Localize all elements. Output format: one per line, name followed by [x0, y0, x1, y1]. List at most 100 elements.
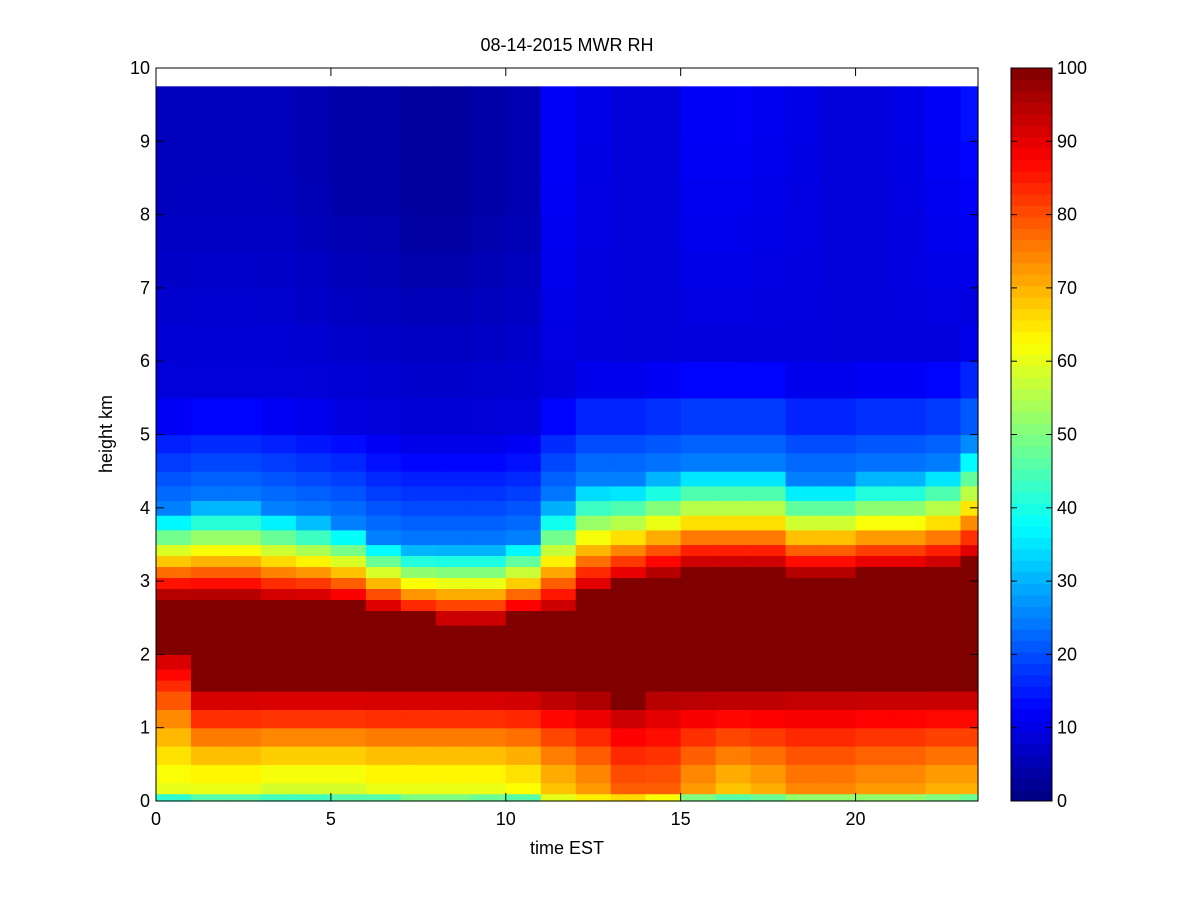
heatmap-cell: [925, 214, 962, 252]
heatmap-cell: [925, 515, 962, 531]
heatmap-cell: [785, 599, 822, 612]
heatmap-cell: [960, 588, 979, 601]
heatmap-cell: [855, 793, 892, 802]
heatmap-cell: [470, 746, 507, 765]
heatmap-cell: [575, 86, 612, 142]
heatmap-cell: [330, 566, 367, 579]
heatmap-cell: [156, 515, 192, 531]
heatmap-cell: [225, 361, 262, 399]
heatmap-cell: [156, 177, 192, 216]
heatmap-cell: [435, 639, 472, 655]
heatmap-cell: [855, 599, 892, 612]
heatmap-cell: [610, 588, 647, 601]
heatmap-cell: [680, 251, 717, 289]
heatmap-cell: [645, 529, 682, 546]
heatmap-cell: [540, 625, 577, 641]
heatmap-cell: [156, 709, 192, 729]
heatmap-cell: [156, 361, 192, 399]
heatmap-cell: [785, 86, 822, 142]
heatmap-cell: [156, 727, 192, 747]
heatmap-cell: [435, 566, 472, 579]
heatmap-cell: [435, 610, 472, 626]
heatmap-cell: [190, 324, 227, 362]
heatmap-cell: [260, 361, 297, 399]
heatmap-cell: [330, 86, 367, 142]
heatmap-cell: [190, 746, 227, 765]
heatmap-cell: [505, 746, 542, 765]
colorbar-tick-label: 80: [1057, 205, 1077, 225]
heatmap-cell: [540, 529, 577, 546]
heatmap-cell: [540, 566, 577, 579]
heatmap-cell: [680, 625, 717, 641]
heatmap-cell: [610, 251, 647, 289]
heatmap-cell: [610, 680, 647, 692]
colorbar-segment: [1011, 755, 1052, 768]
heatmap-cell: [505, 177, 542, 216]
heatmap-cell: [925, 566, 962, 579]
heatmap-cell: [295, 764, 332, 784]
heatmap-cell: [295, 588, 332, 601]
heatmap-cell: [715, 599, 752, 612]
heatmap-cell: [575, 793, 612, 802]
heatmap-cell: [435, 691, 472, 710]
heatmap-cell: [680, 764, 717, 784]
heatmap-cell: [260, 793, 297, 802]
heatmap-cell: [400, 691, 437, 710]
heatmap-cell: [470, 555, 507, 568]
heatmap-cell: [890, 764, 927, 784]
heatmap-cell: [260, 680, 297, 692]
heatmap-cell: [505, 625, 542, 641]
y-tick-label: 0: [140, 791, 150, 811]
heatmap-cell: [820, 691, 857, 710]
heatmap-cell: [785, 515, 822, 531]
heatmap-cell: [260, 625, 297, 641]
heatmap-cell: [750, 680, 787, 692]
heatmap-cell: [365, 566, 402, 579]
heatmap-cell: [575, 485, 612, 502]
heatmap-cell: [575, 397, 612, 436]
heatmap-cell: [505, 544, 542, 557]
heatmap-cell: [156, 691, 192, 710]
heatmap-cell: [575, 709, 612, 729]
heatmap-cell: [365, 669, 402, 681]
heatmap-cell: [295, 251, 332, 289]
heatmap-cell: [505, 485, 542, 502]
heatmap-cell: [575, 782, 612, 795]
heatmap-cell: [820, 434, 857, 454]
heatmap-cell: [960, 251, 979, 289]
colorbar-segment: [1011, 216, 1052, 229]
heatmap-cell: [225, 764, 262, 784]
heatmap-cell: [820, 577, 857, 590]
heatmap-cell: [575, 566, 612, 579]
heatmap-cell: [330, 544, 367, 557]
heatmap-cell: [260, 588, 297, 601]
heatmap-cell: [610, 669, 647, 681]
heatmap-cell: [156, 566, 192, 579]
heatmap-cell: [225, 434, 262, 454]
colorbar-segment: [1011, 503, 1052, 516]
heatmap-cell: [505, 782, 542, 795]
heatmap-cell: [715, 397, 752, 436]
heatmap-cell: [855, 610, 892, 626]
heatmap-cell: [890, 746, 927, 765]
heatmap-cell: [470, 529, 507, 546]
heatmap-cell: [925, 680, 962, 692]
heatmap-cell: [610, 709, 647, 729]
heatmap-cell: [400, 86, 437, 142]
heatmap-cell: [715, 654, 752, 670]
heatmap-cell: [645, 691, 682, 710]
heatmap-cell: [540, 782, 577, 795]
heatmap-cell: [820, 251, 857, 289]
heatmap-cell: [680, 691, 717, 710]
heatmap-cell: [960, 86, 979, 142]
heatmap-cell: [575, 610, 612, 626]
heatmap-cell: [470, 599, 507, 612]
heatmap-cell: [925, 141, 962, 179]
heatmap-cell: [715, 214, 752, 252]
heatmap-cell: [575, 599, 612, 612]
heatmap-cell: [925, 361, 962, 399]
heatmap-cell: [855, 485, 892, 502]
heatmap-cell: [225, 625, 262, 641]
heatmap-cell: [645, 452, 682, 472]
heatmap-cell: [365, 287, 402, 326]
